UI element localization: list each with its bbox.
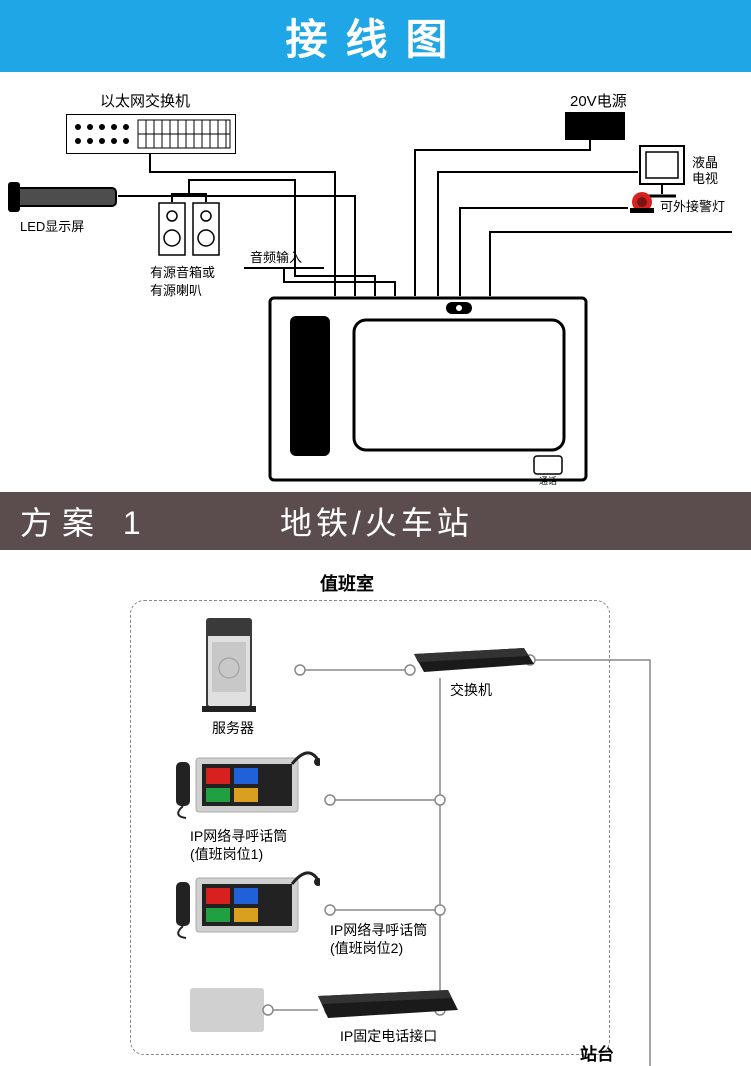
platform-label: 站台: [580, 1040, 614, 1065]
wiring-header: 接线图: [0, 0, 751, 72]
plan-header-right: 地铁/火车站: [280, 498, 473, 544]
plan-header-left: 方案 1: [20, 498, 151, 544]
plan-diagram: 值班室: [0, 550, 751, 1066]
wiring-diagram: 以太网交换机 20V电源 液晶 电视 LED显示屏 可外接警灯: [0, 72, 751, 492]
plan-header: 方案 1 地铁/火车站: [0, 492, 751, 550]
wiring-header-title: 接线图: [285, 6, 465, 67]
wiring-lines: [0, 72, 751, 492]
plan-bottom-line: [0, 550, 751, 1066]
